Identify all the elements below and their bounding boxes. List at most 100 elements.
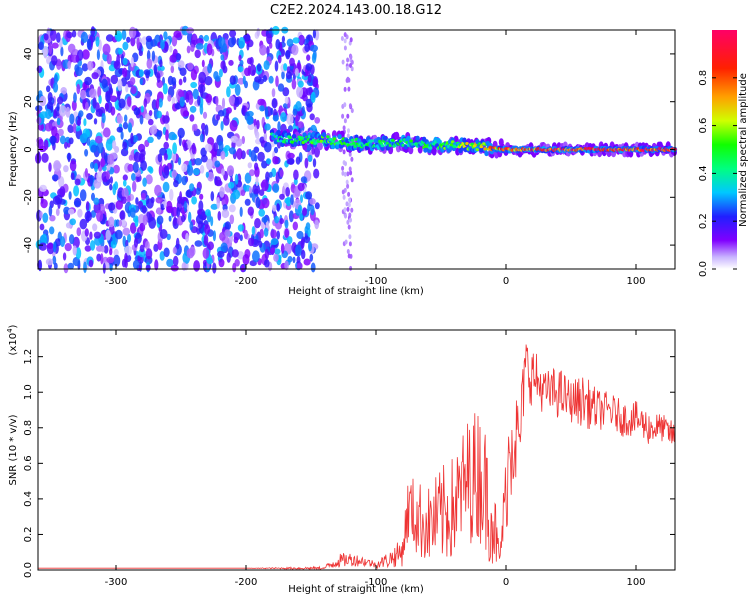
noise-cell — [80, 31, 88, 43]
noise-cell — [244, 198, 251, 206]
noise-cell — [266, 158, 272, 165]
noise-cell — [237, 224, 244, 232]
noise-cell — [88, 259, 94, 268]
snr-x-axis-label: Height of straight line (km) — [288, 584, 424, 595]
noise-cell — [295, 115, 299, 127]
noise-cell — [271, 98, 278, 109]
scale-prefix: (x10 — [8, 333, 19, 356]
noise-cell — [235, 138, 243, 147]
noise-cell — [146, 58, 153, 69]
noise-cell — [305, 191, 313, 200]
noise-cell — [135, 197, 139, 205]
noise-cell — [272, 183, 280, 193]
noise-cell — [255, 196, 261, 209]
noise-cell — [50, 29, 57, 41]
noise-cell — [163, 31, 168, 40]
noise-cell — [163, 152, 168, 161]
noise-cell — [228, 95, 236, 105]
noise-cell — [105, 103, 109, 112]
noise-cell — [277, 54, 282, 64]
noise-cell — [295, 156, 301, 165]
noise-cell — [302, 207, 307, 217]
noise-cell — [128, 154, 134, 161]
noise-cell — [289, 57, 295, 67]
noise-cell — [194, 49, 201, 59]
noise-cell — [167, 94, 172, 102]
noise-cell — [67, 152, 71, 163]
signal-core — [350, 138, 355, 142]
noise-cell — [74, 178, 81, 186]
noise-cell — [130, 36, 136, 47]
noise-cell — [218, 68, 223, 78]
noise-cell — [298, 34, 305, 46]
noise-cell — [58, 105, 67, 117]
noise-cell — [281, 35, 285, 43]
signal-cell — [382, 135, 388, 141]
noise-cell — [163, 141, 169, 150]
noise-cell — [51, 55, 58, 66]
noise-cell — [218, 258, 225, 268]
noise-cell — [145, 35, 152, 42]
noise-cell — [122, 41, 129, 51]
noise-cell — [250, 150, 257, 162]
noise-cell — [67, 43, 76, 54]
noise-cell — [296, 262, 303, 270]
noise-cell — [115, 219, 120, 227]
colorbar-ticks: 0.0 0.2 0.4 0.6 0.8 — [698, 70, 737, 277]
noise-cell — [263, 227, 269, 237]
noise-cell — [139, 77, 143, 85]
signal-core — [428, 146, 433, 150]
snr-panel: -300 -200 -100 0 100 0.0 0.2 0.4 0.6 0.8 1.0 1.2 H… — [6, 324, 676, 595]
noise-cell — [266, 46, 270, 56]
noise-cell — [72, 256, 81, 267]
noise-cell — [224, 229, 231, 238]
noise-cell — [210, 203, 218, 210]
noise-cell — [39, 223, 45, 231]
noise-cell — [120, 219, 127, 227]
noise-cell — [80, 89, 87, 100]
noise-cell — [286, 158, 295, 165]
noise-cell — [309, 253, 314, 262]
noise-cell — [113, 60, 121, 70]
noise-cell — [275, 39, 281, 50]
noise-cell — [130, 222, 137, 234]
noise-cell — [199, 193, 204, 200]
signal-core — [391, 138, 395, 142]
noise-cell — [53, 160, 61, 172]
noise-cell — [273, 146, 279, 154]
noise-cell — [84, 211, 93, 222]
noise-cell — [294, 67, 299, 77]
noise-cell — [73, 92, 77, 103]
noise-cell — [162, 181, 170, 193]
spur-cell — [346, 183, 350, 189]
noise-cell — [176, 207, 180, 218]
noise-cell — [226, 107, 232, 114]
noise-cell — [69, 218, 77, 226]
noise-cell — [172, 246, 177, 255]
spur-cell — [347, 253, 351, 259]
noise-cell — [228, 181, 235, 189]
noise-cell — [229, 29, 237, 38]
noise-cell — [118, 219, 123, 227]
noise-cell — [314, 117, 321, 124]
noise-cell — [79, 133, 88, 144]
noise-cell — [296, 256, 301, 265]
noise-cell — [229, 75, 236, 85]
noise-cell — [168, 215, 172, 222]
noise-cell — [140, 149, 146, 158]
noise-cell — [102, 43, 111, 55]
noise-cell — [314, 219, 320, 230]
noise-cell — [96, 210, 104, 222]
noise-cell — [122, 227, 131, 236]
noise-cell — [89, 88, 97, 99]
noise-cell — [108, 216, 115, 228]
spur-cell — [348, 166, 352, 172]
noise-cell — [257, 151, 265, 162]
noise-cell — [101, 78, 108, 89]
noise-cell — [109, 264, 113, 272]
noise-cell — [127, 122, 133, 133]
noise-cell — [310, 262, 316, 273]
signal-core — [470, 142, 475, 146]
noise-cell — [264, 259, 270, 268]
noise-cell — [93, 197, 100, 205]
